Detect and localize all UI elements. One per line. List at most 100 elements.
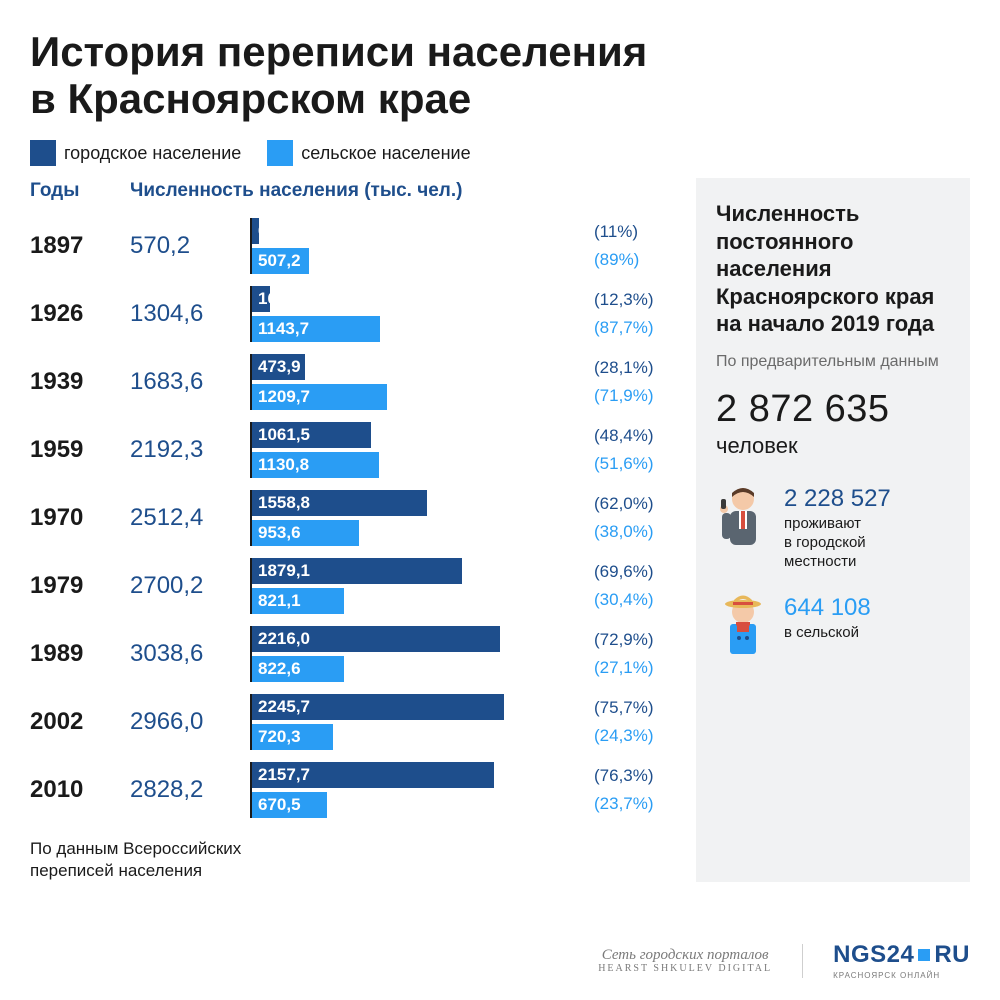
year-label: 1959 — [30, 436, 130, 464]
bars: 63,0507,2 — [250, 218, 594, 274]
year-label: 1926 — [30, 300, 130, 328]
bars: 1558,8 953,6 — [250, 490, 594, 546]
urban-bar: 1879,1 — [252, 558, 462, 584]
rural-bar: 507,2 — [252, 248, 309, 274]
rural-pct: (23,7%) — [594, 790, 676, 818]
sidebar-stat-urban: 2 228 527 проживают в городской местност… — [716, 485, 950, 571]
bars: 2157,7 670,5 — [250, 762, 594, 818]
urban-bar: 2245,7 — [252, 694, 504, 720]
percent-labels: (48,4%)(51,6%) — [594, 422, 676, 478]
percent-labels: (75,7%)(24,3%) — [594, 694, 676, 750]
percent-labels: (69,6%)(30,4%) — [594, 558, 676, 614]
chart-rows: 1897570,263,0507,2(11%)(89%)19261304,616… — [30, 212, 676, 824]
footer-brand1-line2: HEARST SHKULEV Digital — [598, 963, 772, 974]
urban-pct: (75,7%) — [594, 694, 676, 722]
urban-pct: (69,6%) — [594, 558, 676, 586]
legend-swatch-urban — [30, 140, 56, 166]
sidebar-big-unit: человек — [716, 433, 950, 459]
rural-pct: (30,4%) — [594, 586, 676, 614]
percent-labels: (11%)(89%) — [594, 218, 676, 274]
year-label: 2002 — [30, 708, 130, 736]
urban-pct: (12,3%) — [594, 286, 676, 314]
footer-brand1-line1: Сеть городских порталов — [598, 947, 772, 964]
total-label: 2512,4 — [130, 504, 250, 532]
bars: 473,9 1209,7 — [250, 354, 594, 410]
sidebar: Численность постоянного населения Красно… — [696, 178, 970, 882]
legend-label-rural: сельское население — [301, 143, 470, 164]
urban-pct: (48,4%) — [594, 422, 676, 450]
rural-bar: 953,6 — [252, 520, 359, 546]
footer-ngs-main: NGS24 — [833, 941, 914, 969]
col-header-years: Годы — [30, 180, 130, 202]
businessman-icon — [716, 485, 770, 549]
sidebar-rural-desc: в сельской — [784, 624, 950, 643]
chart-row: 19261304,6160,91143,7(12,3%)(87,7%) — [30, 280, 676, 348]
footer-ngs-square-icon — [918, 949, 930, 961]
year-label: 1939 — [30, 368, 130, 396]
chart-area: Годы Численность населения (тыс. чел.) 1… — [30, 180, 676, 882]
rural-pct: (89%) — [594, 246, 676, 274]
sidebar-stat-rural: 644 108 в сельской — [716, 594, 950, 658]
urban-pct: (62,0%) — [594, 490, 676, 518]
percent-labels: (28,1%)(71,9%) — [594, 354, 676, 410]
rural-bar: 670,5 — [252, 792, 327, 818]
urban-pct: (72,9%) — [594, 626, 676, 654]
rural-bar: 821,1 — [252, 588, 344, 614]
title-line-2: в Красноярском крае — [30, 75, 471, 122]
legend-swatch-rural — [267, 140, 293, 166]
sidebar-urban-desc: проживают в городской местности — [784, 515, 950, 571]
farmer-icon — [716, 594, 770, 658]
rural-pct: (27,1%) — [594, 654, 676, 682]
sidebar-urban-number: 2 228 527 — [784, 485, 950, 513]
rural-bar: 1130,8 — [252, 452, 379, 478]
title-line-1: История переписи населения — [30, 28, 647, 75]
year-label: 2010 — [30, 776, 130, 804]
rural-pct: (71,9%) — [594, 382, 676, 410]
total-label: 2700,2 — [130, 572, 250, 600]
chart-row: 19391683,6473,91209,7(28,1%)(71,9%) — [30, 348, 676, 416]
year-label: 1970 — [30, 504, 130, 532]
rural-bar: 1209,7 — [252, 384, 387, 410]
urban-bar: 1558,8 — [252, 490, 427, 516]
total-label: 570,2 — [130, 232, 250, 260]
rural-pct: (87,7%) — [594, 314, 676, 342]
chart-row: 19792700,21879,1 821,1 (69,6%)(30,4%) — [30, 552, 676, 620]
legend-item-rural: сельское население — [267, 140, 470, 166]
year-label: 1979 — [30, 572, 130, 600]
columns-header: Годы Численность населения (тыс. чел.) — [30, 180, 676, 202]
rural-pct: (38,0%) — [594, 518, 676, 546]
percent-labels: (76,3%)(23,7%) — [594, 762, 676, 818]
percent-labels: (12,3%)(87,7%) — [594, 286, 676, 342]
rural-pct: (24,3%) — [594, 722, 676, 750]
total-label: 2192,3 — [130, 436, 250, 464]
footer-separator — [802, 944, 803, 978]
urban-pct: (28,1%) — [594, 354, 676, 382]
year-label: 1989 — [30, 640, 130, 668]
sidebar-title: Численность постоянного населения Красно… — [716, 200, 950, 338]
col-header-population: Численность населения (тыс. чел.) — [130, 180, 676, 202]
bars: 160,91143,7 — [250, 286, 594, 342]
chart-row: 19702512,41558,8 953,6 (62,0%)(38,0%) — [30, 484, 676, 552]
chart-row: 20022966,02245,7 720,3 (75,7%)(24,3%) — [30, 688, 676, 756]
footer-ngs-sub: КРАСНОЯРСК ОНЛАЙН — [833, 971, 970, 980]
legend: городское население сельское население — [30, 140, 970, 166]
rural-bar: 1143,7 — [252, 316, 380, 342]
urban-bar: 2157,7 — [252, 762, 494, 788]
urban-bar: 473,9 — [252, 354, 305, 380]
total-label: 2966,0 — [130, 708, 250, 736]
bars: 2245,7 720,3 — [250, 694, 594, 750]
page-title: История переписи населения в Красноярско… — [30, 28, 970, 122]
rural-bar: 720,3 — [252, 724, 333, 750]
sidebar-big-number: 2 872 635 — [716, 388, 950, 431]
chart-row: 19592192,31061,51130,8(48,4%)(51,6%) — [30, 416, 676, 484]
chart-row: 20102828,22157,7670,5(76,3%)(23,7%) — [30, 756, 676, 824]
chart-row: 1897570,263,0507,2(11%)(89%) — [30, 212, 676, 280]
urban-bar: 2216,0 — [252, 626, 500, 652]
total-label: 3038,6 — [130, 640, 250, 668]
legend-item-urban: городское население — [30, 140, 241, 166]
sidebar-subtitle: По предварительным данным — [716, 352, 950, 373]
urban-pct: (76,3%) — [594, 762, 676, 790]
year-label: 1897 — [30, 232, 130, 260]
footnote: По данным Всероссийских переписей населе… — [30, 838, 676, 882]
rural-bar: 822,6 — [252, 656, 344, 682]
